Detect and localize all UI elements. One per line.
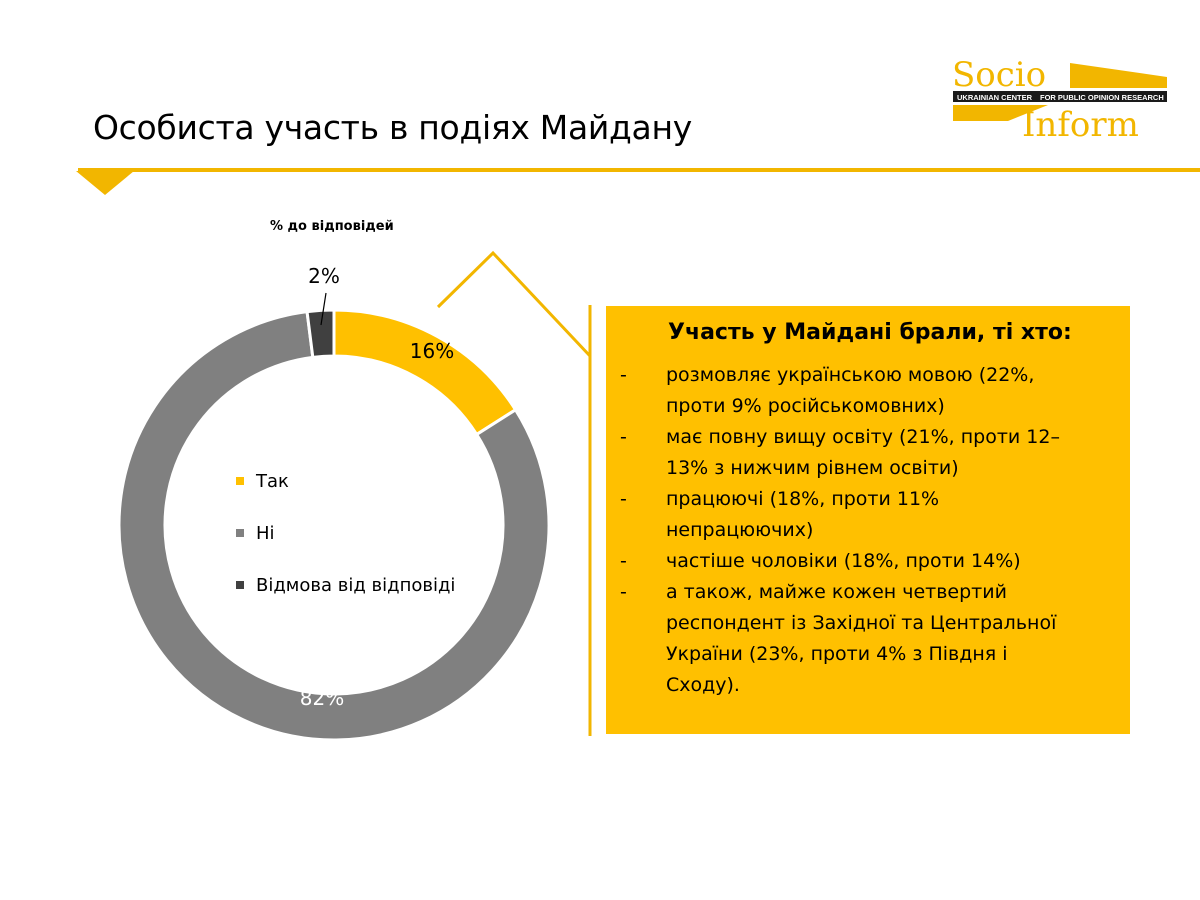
bullet-line: розмовляє українською мовою (22%,: [666, 364, 1035, 386]
callout-bullet: - працюючі (18%, проти 11% непрацюючих): [620, 484, 1120, 546]
callout-bullet: - частіше чоловіки (18%, проти 14%): [620, 546, 1120, 577]
legend-label: Так: [256, 470, 289, 492]
title-underline-notch: [76, 171, 134, 195]
chart-legend: Так Ні Відмова від відповіді: [236, 455, 455, 611]
socioinform-logo: Socio UKRAINIAN CENTER FOR PUBLIC OPINIO…: [948, 55, 1172, 145]
callout-bullet: - а також, майже кожен четвертий респонден…: [620, 577, 1120, 701]
bullet-line: частіше чоловіки (18%, проти 14%): [666, 550, 1021, 572]
bullet-line: Сходу).: [666, 674, 740, 696]
callout-bullet: - розмовляє українською мовою (22%, проти …: [620, 360, 1120, 422]
data-label-3: 2%: [308, 264, 340, 288]
logo-band-right: FOR PUBLIC OPINION RESEARCH: [1040, 93, 1164, 102]
logo-word-top: Socio: [952, 55, 1046, 95]
bullet-dash: -: [620, 488, 627, 510]
bullet-dash: -: [620, 426, 627, 448]
callout-bullet: - має повну вищу освіту (21%, проти 12– 13…: [620, 422, 1120, 484]
legend-item: Відмова від відповіді: [236, 559, 455, 611]
bullet-line: проти 9% російськомовних): [666, 395, 945, 417]
legend-label: Ні: [256, 522, 275, 544]
bullet-dash: -: [620, 581, 627, 603]
title-underline: [78, 168, 1200, 172]
bullet-line: непрацюючих): [666, 519, 814, 541]
legend-swatch: [236, 477, 244, 485]
data-label-2: 82%: [300, 686, 344, 710]
legend-swatch: [236, 529, 244, 537]
bullet-line: респондент із Західної та Центральної: [666, 612, 1057, 634]
callout-pointer-line: [436, 250, 592, 358]
page-title: Особиста участь в подіях Майдану: [93, 108, 692, 147]
unit-label: % до відповідей: [270, 219, 394, 234]
bullet-dash: -: [620, 550, 627, 572]
bullet-line: працюючі (18%, проти 11%: [666, 488, 940, 510]
data-label-leader-line: [320, 292, 327, 326]
callout-title: Участь у Майдані брали, ті хто:: [668, 320, 1072, 345]
donut-slice-3: [305, 308, 336, 360]
bullet-line: 13% з нижчим рівнем освіти): [666, 457, 959, 479]
callout-list: - розмовляє українською мовою (22%, проти …: [620, 360, 1120, 701]
data-label-1: 16%: [410, 339, 454, 363]
callout-box: Участь у Майдані брали, ті хто: - розмовл…: [606, 306, 1130, 734]
bullet-line: а також, майже кожен четвертий: [666, 581, 1007, 603]
legend-item: Так: [236, 455, 455, 507]
legend-label: Відмова від відповіді: [256, 574, 456, 596]
logo-graphic: Socio UKRAINIAN CENTER FOR PUBLIC OPINIO…: [952, 55, 1167, 145]
logo-band-left: UKRAINIAN CENTER: [957, 93, 1033, 102]
bullet-line: має повну вищу освіту (21%, проти 12–: [666, 426, 1060, 448]
donut-slice-2: [117, 310, 551, 742]
bullet-dash: -: [620, 364, 627, 386]
legend-item: Ні: [236, 507, 455, 559]
bullet-line: України (23%, проти 4% з Півдня і: [666, 643, 1008, 665]
logo-word-bottom: Inform: [1022, 105, 1139, 140]
legend-swatch: [236, 581, 244, 589]
